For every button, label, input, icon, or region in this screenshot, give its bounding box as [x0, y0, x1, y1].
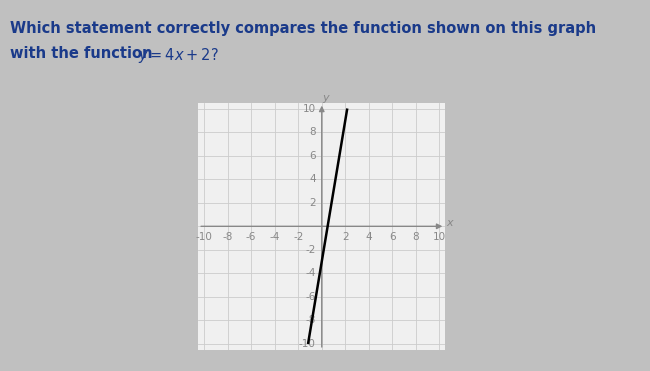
Text: -8: -8 [306, 315, 316, 325]
Text: 8: 8 [413, 232, 419, 242]
Text: 4: 4 [365, 232, 372, 242]
Text: -6: -6 [246, 232, 256, 242]
Text: with the function: with the function [10, 46, 153, 61]
Text: 2: 2 [342, 232, 348, 242]
Text: -2: -2 [293, 232, 304, 242]
Text: 2: 2 [309, 198, 316, 208]
Text: 10: 10 [433, 232, 446, 242]
Text: Which statement correctly compares the function shown on this graph: Which statement correctly compares the f… [10, 21, 596, 36]
Text: 10: 10 [303, 104, 316, 114]
Text: x: x [447, 219, 453, 229]
Text: 6: 6 [389, 232, 396, 242]
Text: 6: 6 [309, 151, 316, 161]
Text: y: y [322, 93, 329, 103]
Text: 4: 4 [309, 174, 316, 184]
Text: -6: -6 [306, 292, 316, 302]
Text: -4: -4 [270, 232, 280, 242]
Text: -4: -4 [306, 268, 316, 278]
Text: -2: -2 [306, 245, 316, 255]
Text: $\mathit{y}=4\mathit{x}+2?$: $\mathit{y}=4\mathit{x}+2?$ [138, 46, 219, 65]
Text: -10: -10 [196, 232, 213, 242]
Text: -10: -10 [299, 339, 316, 349]
Text: -8: -8 [222, 232, 233, 242]
Text: 8: 8 [309, 127, 316, 137]
